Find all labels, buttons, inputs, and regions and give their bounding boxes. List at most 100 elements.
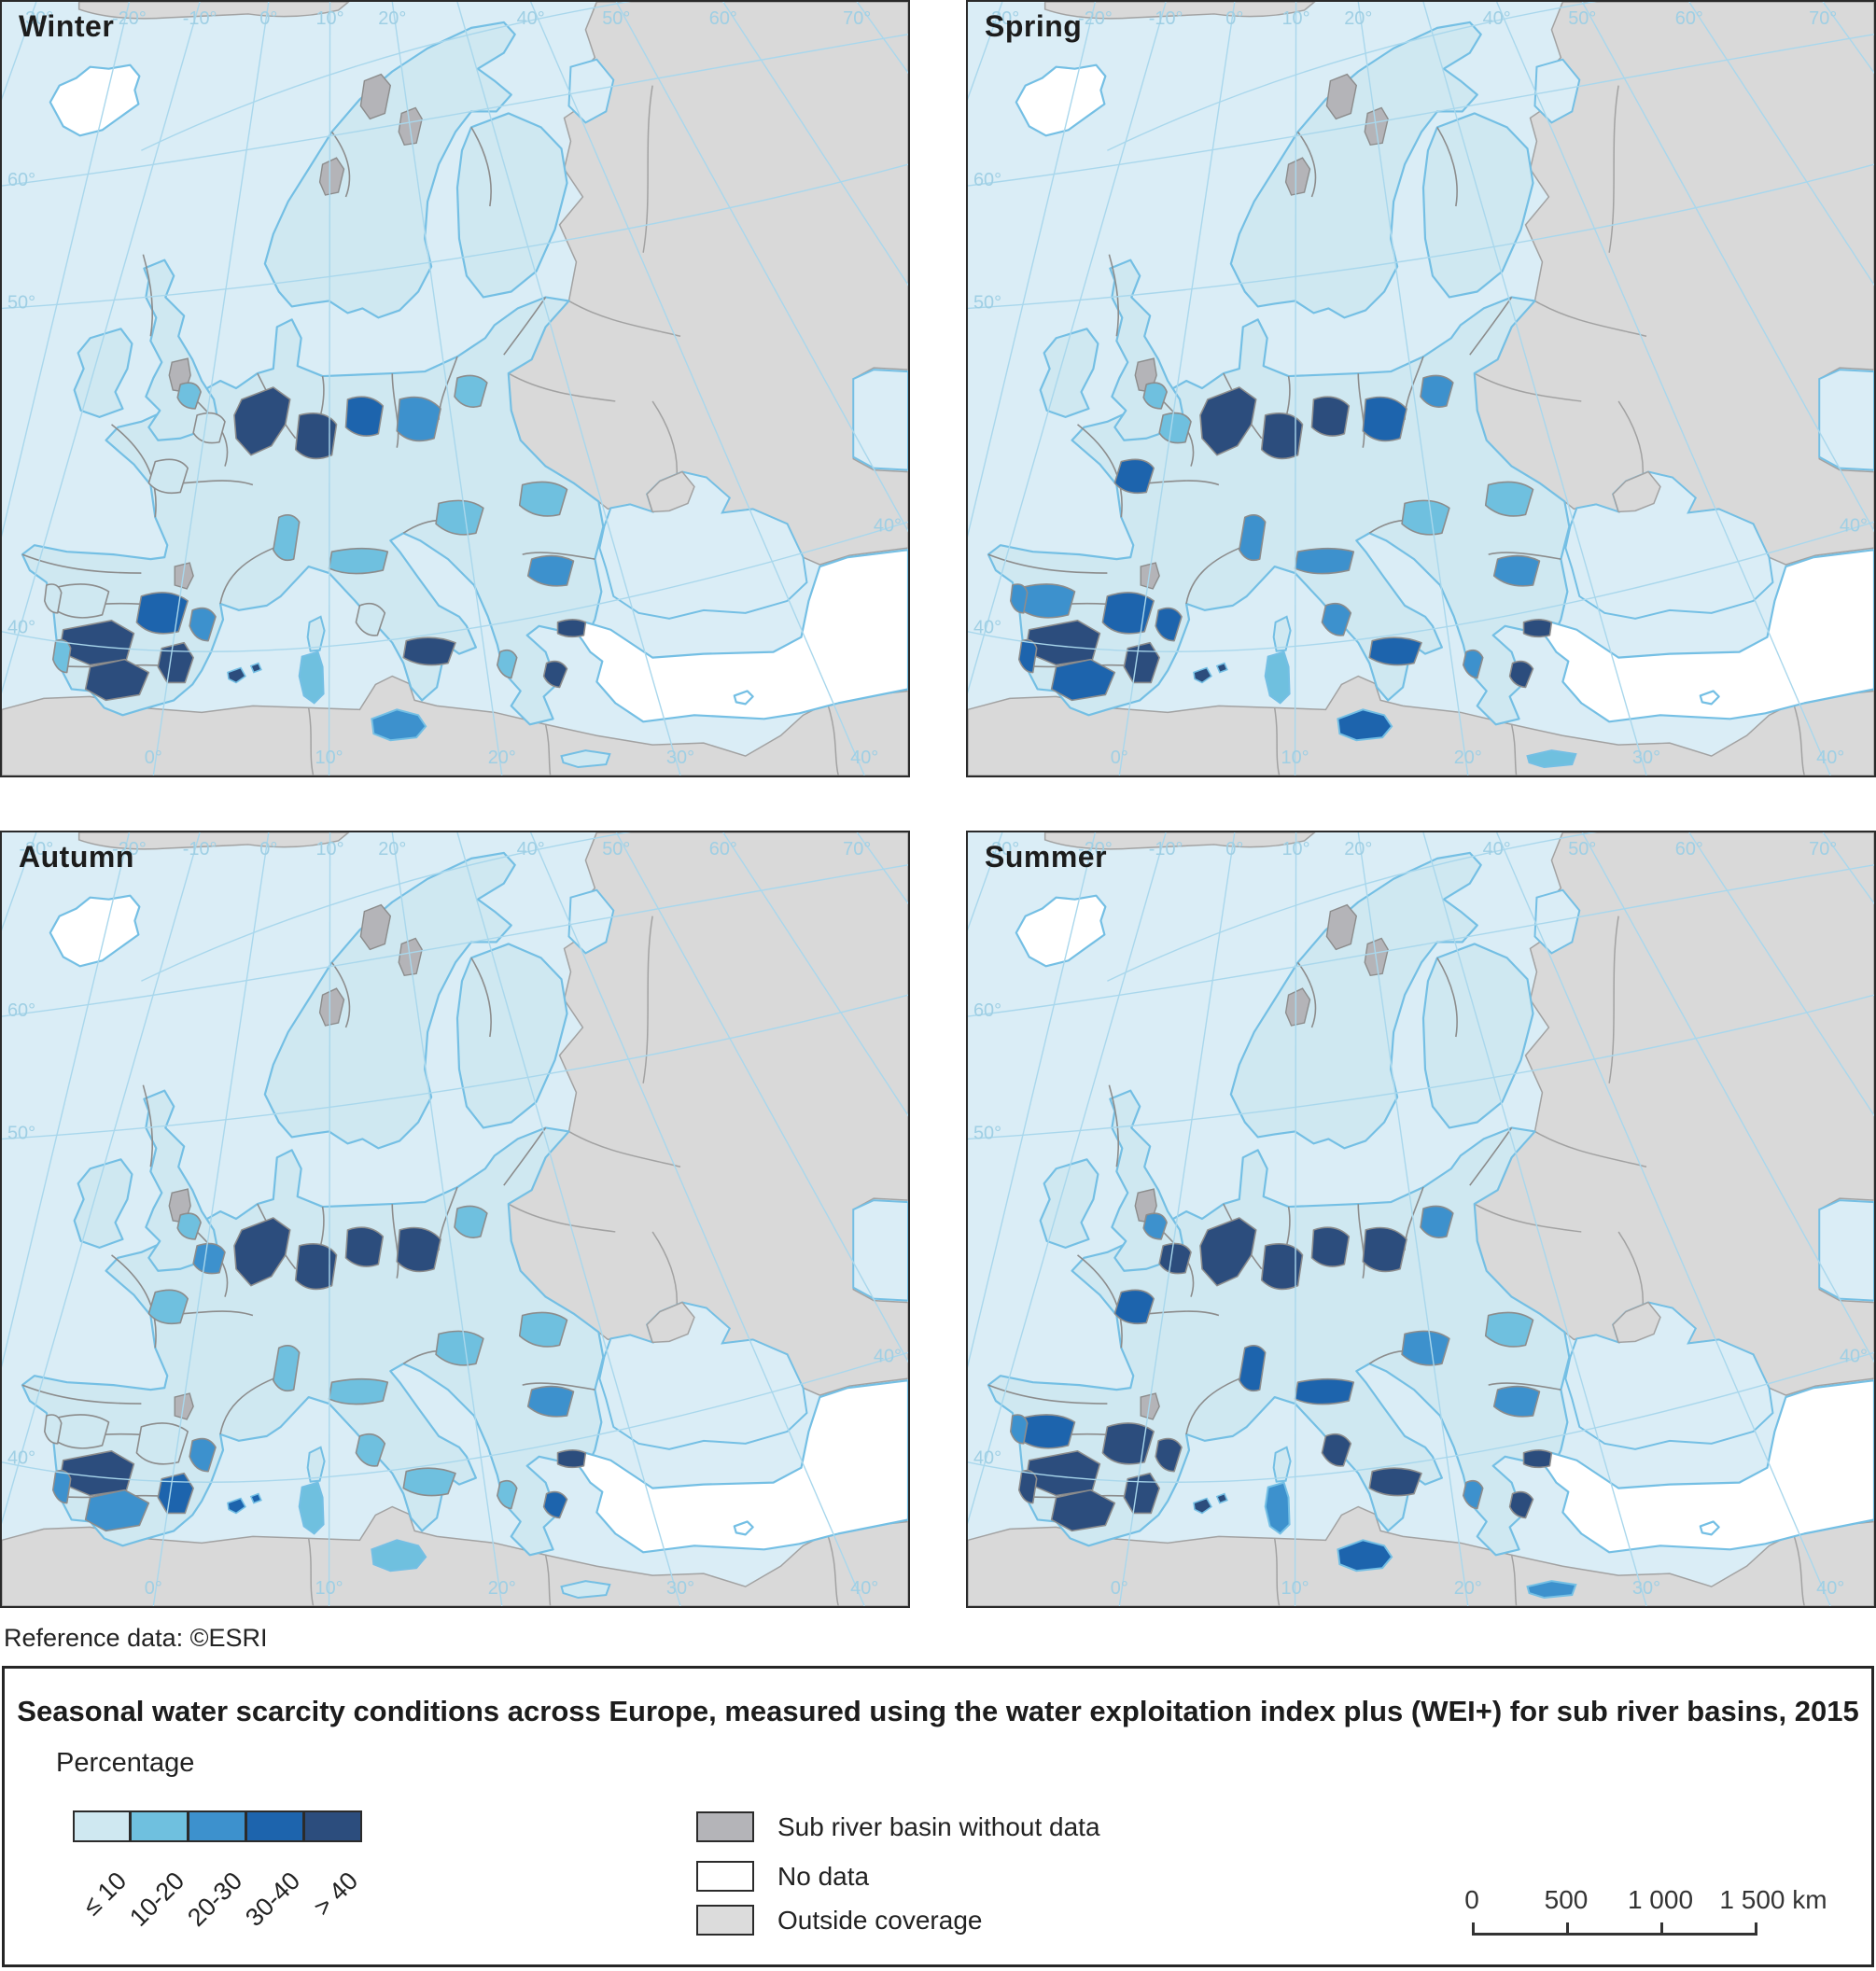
season-label-summer: Summer <box>985 840 1108 874</box>
outside-coverage-land <box>77 2 350 20</box>
ramp-swatch-4 <box>246 1810 304 1842</box>
basin-boundary <box>1108 1084 1120 1167</box>
graticule-label: -20° <box>1078 839 1113 860</box>
basin-boundary <box>21 1384 142 1405</box>
basin-pt_north <box>1010 583 1029 614</box>
basin-greece_attica <box>542 1490 568 1519</box>
graticule-label: 30° <box>666 748 694 768</box>
graticule-meridian <box>722 2 908 287</box>
graticule-meridian <box>328 832 331 1606</box>
graticule-meridian <box>152 832 270 1606</box>
graticule-meridian <box>530 2 865 776</box>
basin-boundary <box>1185 1375 1248 1435</box>
graticule-label: 40° <box>7 1448 35 1469</box>
graticule-meridian <box>968 832 1097 1368</box>
graticule-parallel <box>1107 2 1597 151</box>
basin-boundary <box>1296 961 1317 1028</box>
graticule-parallel <box>2 163 908 310</box>
basin-balkan_bg <box>1492 554 1541 587</box>
island-balearics <box>249 662 262 674</box>
graticule-label: 40° <box>973 1448 1001 1469</box>
basin-gb_thames <box>176 382 202 410</box>
graticule-label: 0° <box>145 748 162 768</box>
island-balearics <box>1215 1492 1228 1504</box>
country-border <box>1534 300 1647 337</box>
graticule-label: -30° <box>985 839 1019 860</box>
category-label: Sub river basin without data <box>777 1812 1100 1841</box>
basin-boundary <box>1185 544 1248 605</box>
graticule-label: 40° <box>1483 839 1511 860</box>
country-border <box>1510 724 1518 776</box>
basin-gb_thames <box>1142 1212 1168 1240</box>
basin-es_ebro <box>135 592 189 635</box>
basin-boundary <box>391 373 399 448</box>
landmass-coast <box>1229 21 1482 319</box>
basin-balkan_bg <box>526 1385 575 1418</box>
basin-it_po <box>1294 547 1355 575</box>
graticule-label: 70° <box>843 839 871 860</box>
basin-it_center <box>1321 602 1352 636</box>
graticule-parallel <box>968 34 1874 187</box>
country-border <box>1273 707 1281 776</box>
graticule-meridian <box>1294 832 1297 1606</box>
graticule-label: 40° <box>517 839 545 860</box>
island-corsica <box>1272 1446 1292 1483</box>
scalebar-line <box>1472 1933 1757 1936</box>
graticule-label: 30° <box>1632 748 1660 768</box>
island-sardinia <box>298 1481 325 1535</box>
basin-es_levante <box>157 1472 194 1515</box>
scalebar-tick <box>1472 1922 1475 1935</box>
no-data-land <box>1015 894 1107 968</box>
basin-boundary <box>21 553 142 574</box>
basin-es_south <box>84 1489 150 1532</box>
map-svg-summer: -30° -20° -10° 0° 10° 20° 40° 50° 60° 70° 0° 10° 20°… <box>968 832 1874 1606</box>
basin-baltic_blob <box>454 374 488 408</box>
graticule-parallel <box>2 521 908 652</box>
graticule-label: 50° <box>973 292 1001 313</box>
graticule-meridian <box>2 832 131 1368</box>
basin-de_central <box>294 412 338 460</box>
season-label-winter: Winter <box>19 9 115 43</box>
graticule-label: -10° <box>183 839 217 860</box>
island-corsica <box>1272 615 1292 652</box>
basin-it_po <box>1294 1377 1355 1405</box>
graticule-meridian <box>1581 832 1874 1363</box>
basin-it_po <box>328 1377 389 1405</box>
outside-coverage-land <box>77 832 350 850</box>
basin-danube_pannonia <box>1401 1330 1450 1366</box>
basin-boundary <box>330 961 351 1028</box>
island-balearics <box>249 1492 262 1504</box>
basin-es_ebro <box>135 1422 189 1465</box>
scalebar-label: 1 500 km <box>1719 1885 1827 1914</box>
basin-fr_rhone <box>273 1344 301 1392</box>
no-data-land <box>1539 549 1874 723</box>
graticule-label: 50° <box>602 839 630 860</box>
graticule-label: 50° <box>973 1123 1001 1143</box>
basin-de_central <box>1260 1243 1304 1291</box>
basin-es_south <box>84 658 150 702</box>
landmass-coast <box>1421 112 1534 299</box>
scalebar-tick <box>1755 1922 1757 1935</box>
graticule-label: 70° <box>843 8 871 29</box>
graticule-meridian <box>2 832 201 1525</box>
country-border <box>1792 703 1806 776</box>
basin-without-data <box>174 562 194 590</box>
basin-gb_thames <box>1142 382 1168 410</box>
basin-fr_loire <box>1113 458 1155 495</box>
basin-fr_rhone <box>1239 513 1267 562</box>
basin-baltic_blob <box>1420 1205 1454 1238</box>
country-border <box>1792 1533 1806 1606</box>
graticule-meridian <box>328 2 331 776</box>
graticule-meridian <box>391 2 503 776</box>
map-panel-autumn: -30° -20° -10° 0° 10° 20° 40° 50° 60° 70° 0° 10° 20°… <box>0 831 910 1608</box>
graticule-label: 40° <box>850 748 878 768</box>
basin-boundary <box>111 1254 157 1349</box>
basin-es_catalonia <box>189 607 217 642</box>
basin-boundary <box>1357 1204 1365 1279</box>
basin-nl_be <box>233 386 291 456</box>
basin-boundary <box>391 1204 399 1279</box>
outside-coverage-land <box>1043 2 1316 20</box>
basin-es_duero <box>1020 1414 1076 1449</box>
basin-boundary <box>470 126 492 207</box>
island-corsica <box>306 615 326 652</box>
